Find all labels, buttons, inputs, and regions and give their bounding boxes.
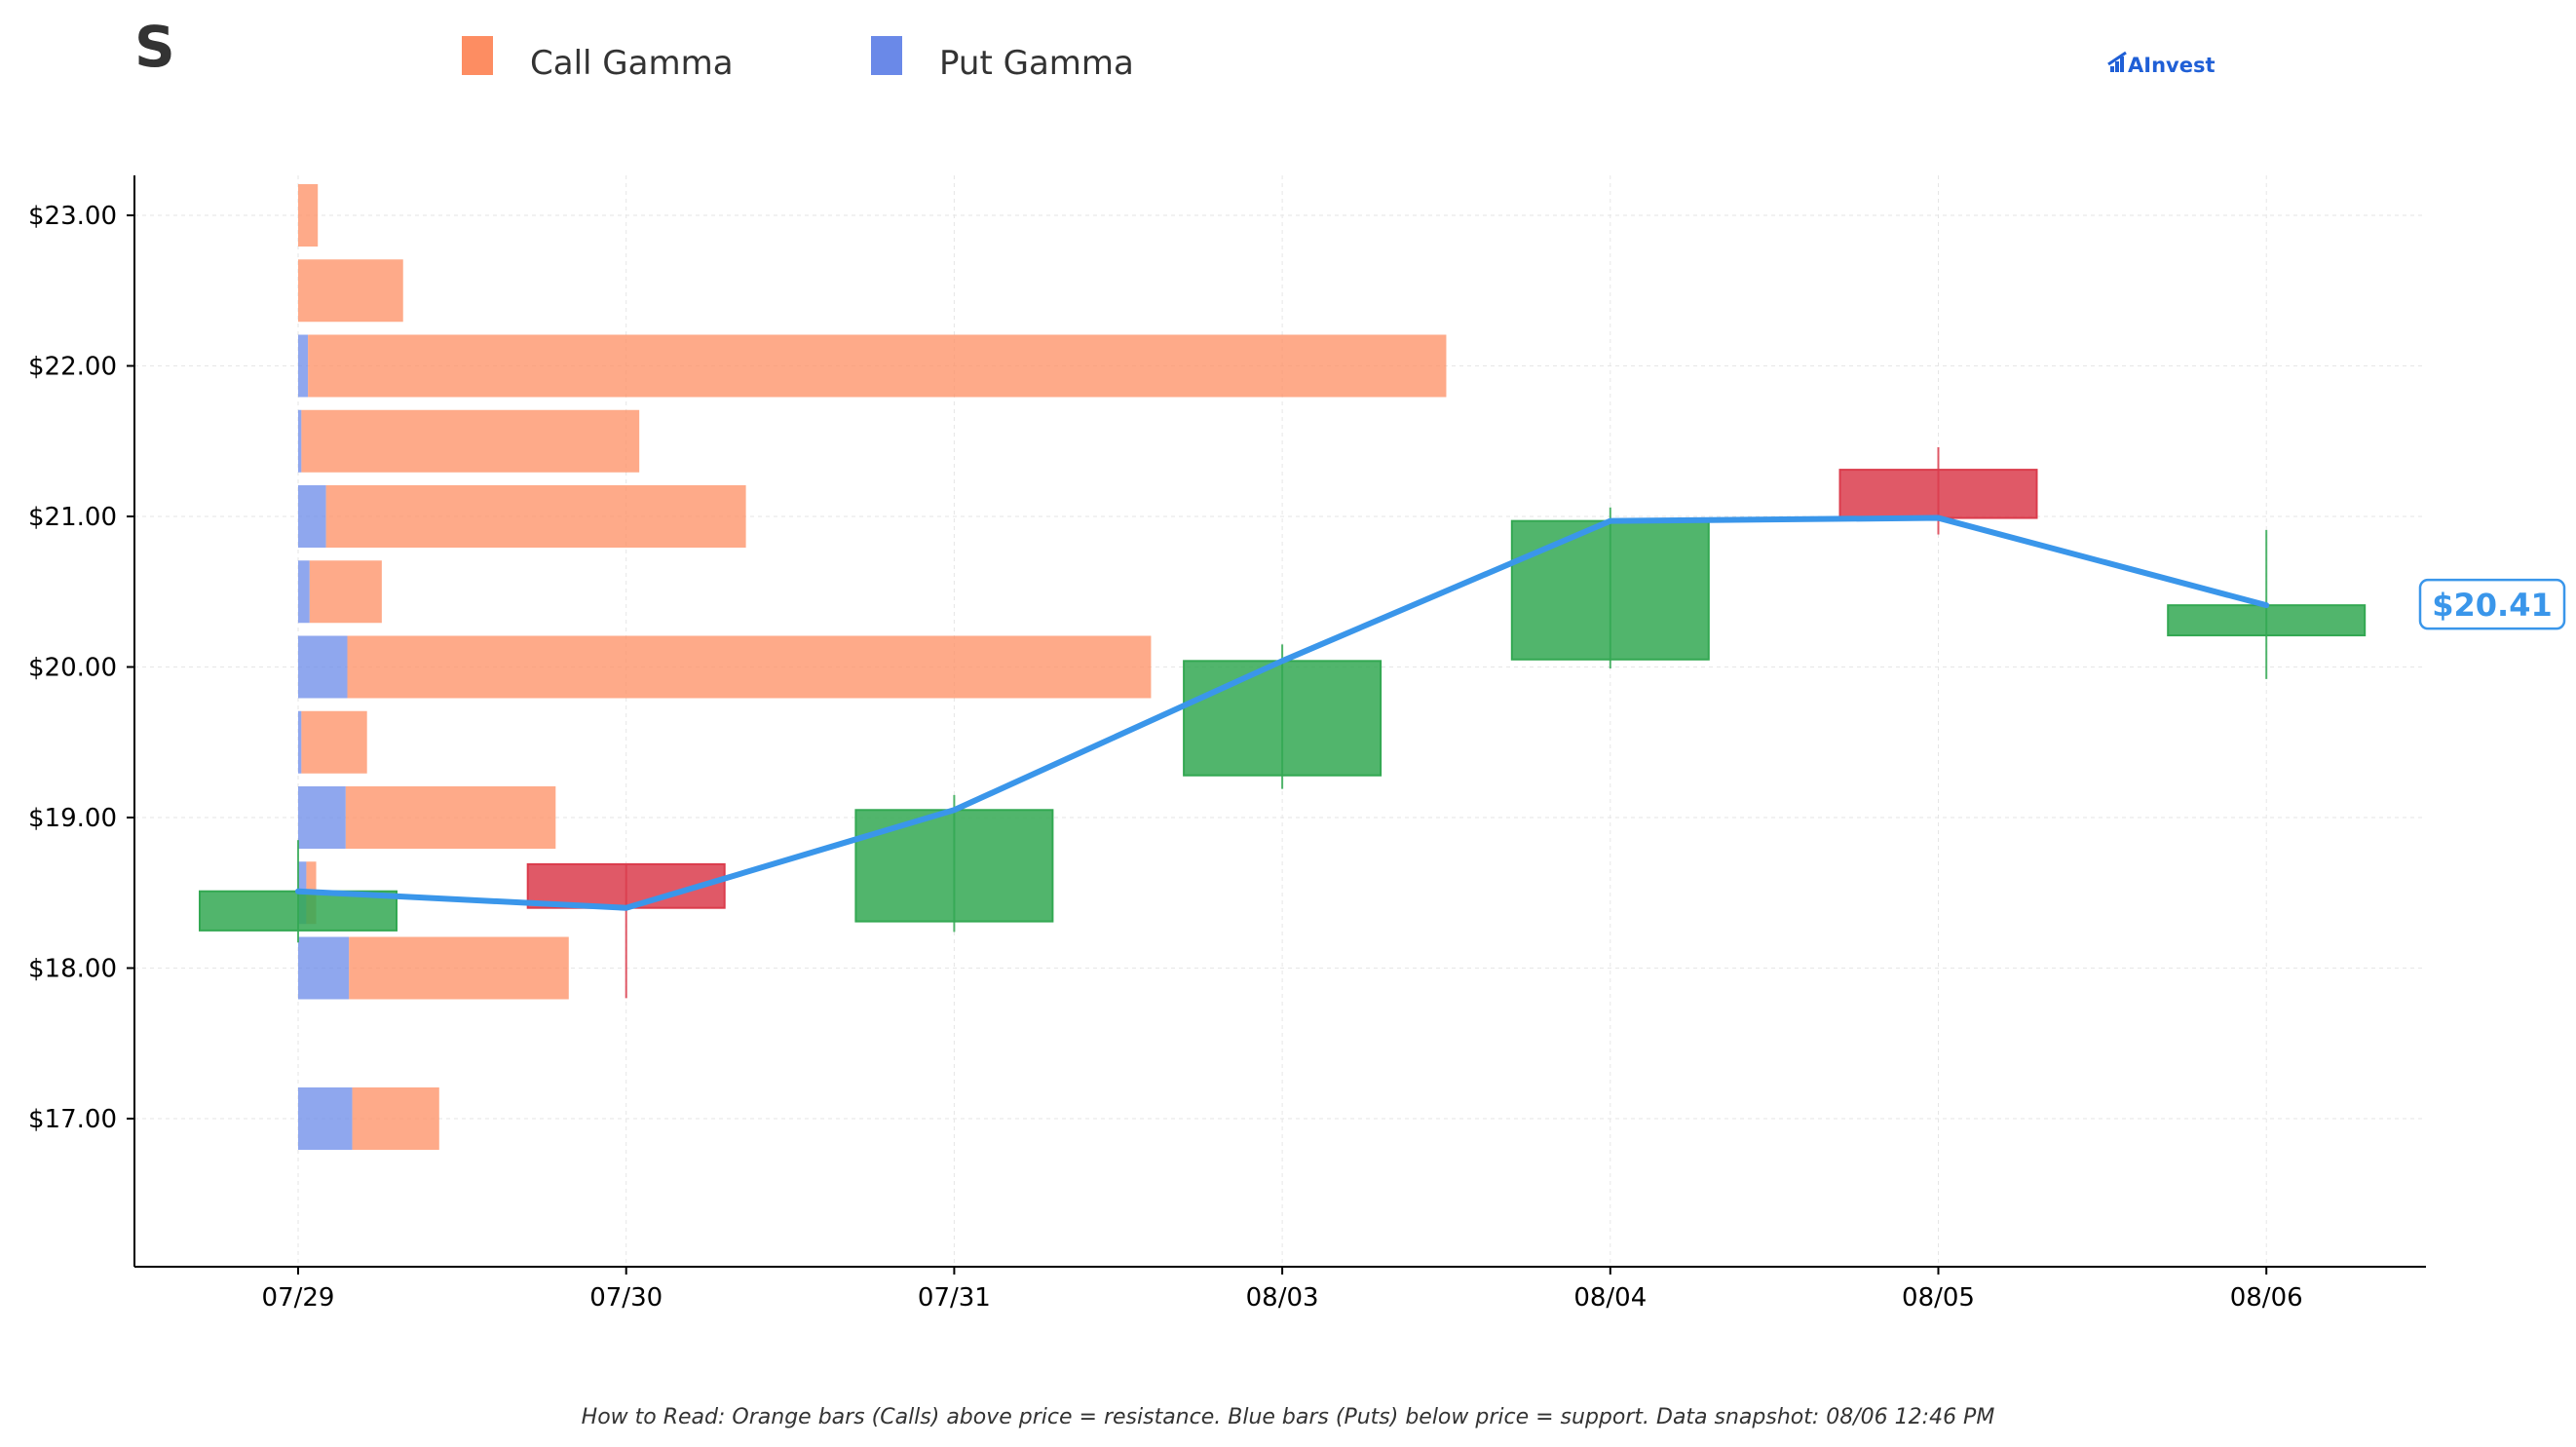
call-gamma-bar xyxy=(309,560,382,624)
call-gamma-bar xyxy=(349,936,569,1000)
call-gamma-bar xyxy=(301,710,367,774)
y-tick-label: $21.00 xyxy=(28,503,117,532)
legend-label: Call Gamma xyxy=(530,44,734,83)
gamma-bars xyxy=(298,184,1447,1150)
candle-body-up xyxy=(199,890,398,932)
put-gamma-bar xyxy=(298,936,350,1000)
x-tick-label: 07/29 xyxy=(262,1283,335,1313)
x-tick-label: 07/31 xyxy=(918,1283,991,1313)
legend-label: Put Gamma xyxy=(939,44,1134,83)
y-tick-label: $20.00 xyxy=(28,654,117,683)
call-gamma-bar xyxy=(298,259,403,323)
call-gamma-bar xyxy=(347,635,1152,699)
last-price-label: $20.41 xyxy=(2432,587,2552,624)
put-gamma-bar xyxy=(298,560,310,624)
legend-swatch xyxy=(462,36,493,75)
put-gamma-bar xyxy=(298,485,326,548)
x-tick-label: 08/04 xyxy=(1573,1283,1647,1313)
footer-note: How to Read: Orange bars (Calls) above p… xyxy=(582,1405,1995,1429)
put-gamma-bar xyxy=(298,710,302,774)
x-tick-label: 08/06 xyxy=(2230,1283,2303,1313)
x-tick-label: 08/05 xyxy=(1902,1283,1975,1313)
chart-icon xyxy=(2107,51,2127,72)
put-gamma-bar xyxy=(298,635,348,699)
candle-body-up xyxy=(1510,519,1710,661)
y-tick-label: $23.00 xyxy=(28,202,117,231)
legend: Call Gamma Put Gamma xyxy=(462,36,1134,83)
put-gamma-bar xyxy=(298,786,346,849)
brand-name: AInvest xyxy=(2128,54,2216,77)
candle-body-down xyxy=(1838,469,2038,519)
price-line-group xyxy=(295,514,2270,911)
ticker-title: S xyxy=(134,14,175,80)
y-tick-label: $17.00 xyxy=(28,1105,117,1134)
call-gamma-bar xyxy=(308,334,1447,398)
put-gamma-bar xyxy=(298,334,309,398)
candlesticks xyxy=(199,446,2367,999)
last-price-box xyxy=(2418,578,2566,630)
price-line xyxy=(295,514,2270,911)
x-tick-label: 07/30 xyxy=(589,1283,663,1313)
last-price-tag: $20.41 xyxy=(2418,578,2566,630)
y-tick-label: $19.00 xyxy=(28,804,117,833)
call-gamma-bar xyxy=(352,1087,439,1150)
call-gamma-bar xyxy=(345,786,556,849)
put-gamma-bar xyxy=(298,1087,353,1150)
put-gamma-bar xyxy=(298,409,302,473)
y-tick-label: $22.00 xyxy=(28,353,117,382)
y-tick-label: $18.00 xyxy=(28,955,117,984)
candle-body-up xyxy=(854,809,1054,923)
brand-logo: AInvest xyxy=(2107,51,2216,77)
call-gamma-bar xyxy=(298,184,319,247)
x-axis-ticks: 07/29 07/30 07/31 08/03 08/04 08/05 08/06 xyxy=(262,1267,2303,1313)
candle-body-up xyxy=(1183,660,1383,777)
x-tick-label: 08/03 xyxy=(1246,1283,1319,1313)
axes xyxy=(133,175,2426,1268)
legend-swatch xyxy=(871,36,902,75)
y-axis-ticks: $17.00 $18.00 $19.00 $20.00 $21.00 $22.00 $23.… xyxy=(28,202,134,1134)
candle-body-up xyxy=(2167,604,2367,637)
call-gamma-bar xyxy=(325,485,746,548)
call-gamma-bar xyxy=(301,409,640,473)
